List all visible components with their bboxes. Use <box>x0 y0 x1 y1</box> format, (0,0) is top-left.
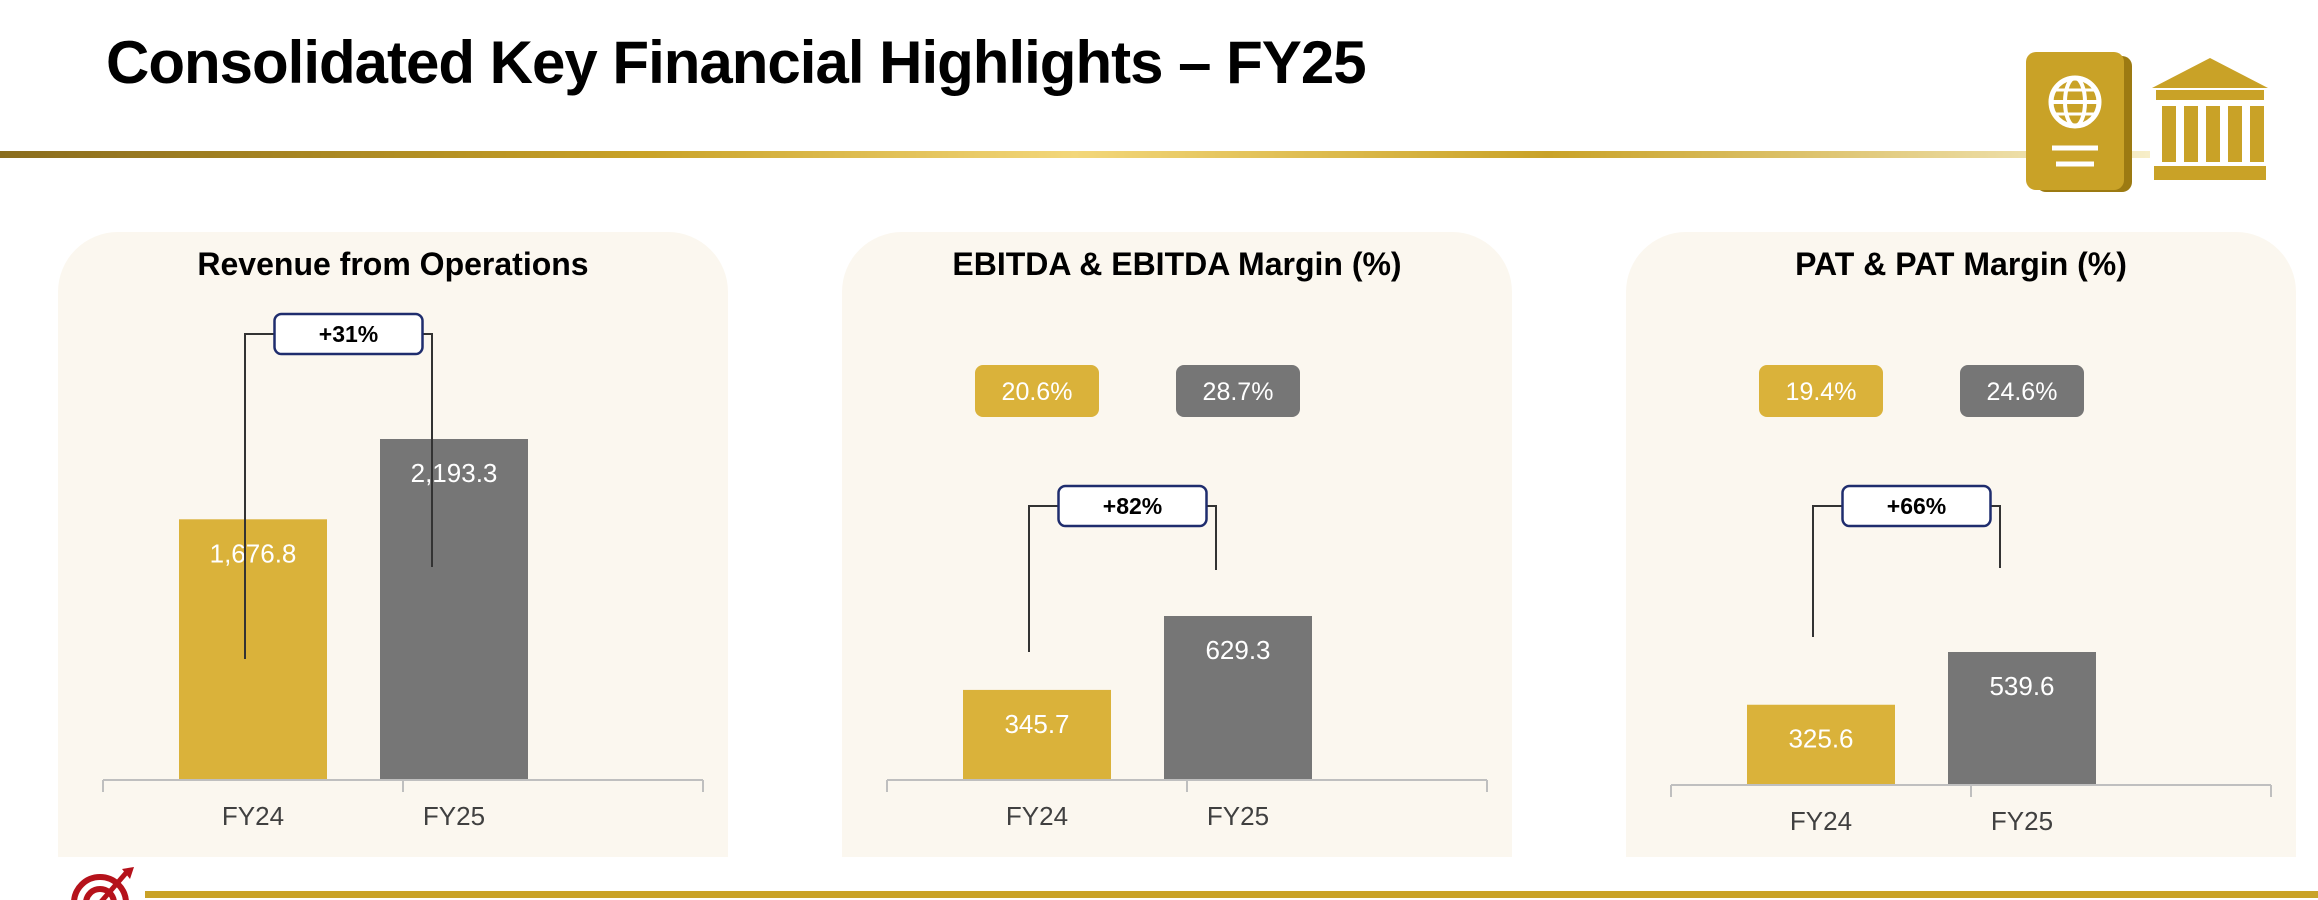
passport-icon <box>2026 52 2132 192</box>
page-title: Consolidated Key Financial Highlights – … <box>106 29 1367 96</box>
ebitda-chart: EBITDA & EBITDA Margin (%) 20.6% 28.7% 345.… <box>886 246 1488 831</box>
revenue-category-label-fy24: FY24 <box>222 801 284 831</box>
pat-chart: PAT & PAT Margin (%) 19.4% 24.6% 325.6 539.6… <box>1670 246 2272 836</box>
bank-building-icon <box>2152 58 2268 180</box>
pat-margin-pill-fy24: 19.4% <box>1759 365 1883 417</box>
svg-text:20.6%: 20.6% <box>1002 378 1073 406</box>
revenue-bar-fy24 <box>179 519 327 780</box>
pat-bar-fy24 <box>1747 704 1895 785</box>
ebitda-value-label-fy25: 629.3 <box>1205 635 1270 665</box>
ebitda-x-axis <box>886 779 1488 792</box>
revenue-value-label-fy24: 1,676.8 <box>210 538 297 568</box>
pat-bar-fy25 <box>1948 652 2096 785</box>
ebitda-bar-fy24 <box>963 689 1111 780</box>
revenue-chart: Revenue from Operations 1,676.8 2,193.3 FY2… <box>102 246 704 831</box>
header-divider <box>0 151 2150 158</box>
ebitda-bar-fy25 <box>1164 616 1312 780</box>
revenue-value-label-fy25: 2,193.3 <box>411 458 498 488</box>
ebitda-margin-pill-fy25: 28.7% <box>1176 365 1300 417</box>
pat-growth-label: +66% <box>1887 493 1946 519</box>
ebitda-value-label-fy24: 345.7 <box>1004 709 1069 739</box>
revenue-category-label-fy25: FY25 <box>423 801 485 831</box>
pat-growth-bracket: +66% <box>1812 484 2001 637</box>
revenue-growth-bracket: +31% <box>244 312 433 659</box>
pat-category-label-fy25: FY25 <box>1991 806 2053 836</box>
ebitda-margin-pill-fy24: 20.6% <box>975 365 1099 417</box>
ebitda-chart-title: EBITDA & EBITDA Margin (%) <box>952 246 1401 282</box>
svg-text:28.7%: 28.7% <box>1203 378 1274 406</box>
revenue-chart-title: Revenue from Operations <box>197 246 588 282</box>
svg-text:24.6%: 24.6% <box>1987 378 2058 406</box>
ebitda-growth-bracket: +82% <box>1028 484 1217 652</box>
footer-divider <box>145 891 2318 898</box>
ebitda-category-label-fy25: FY25 <box>1207 801 1269 831</box>
pat-x-axis <box>1670 784 2272 797</box>
pat-value-label-fy24: 325.6 <box>1788 724 1853 754</box>
pat-chart-title: PAT & PAT Margin (%) <box>1795 246 2127 282</box>
svg-text:19.4%: 19.4% <box>1786 378 1857 406</box>
ebitda-chart-panel: EBITDA & EBITDA Margin (%) 20.6% 28.7% 345.… <box>842 232 1512 857</box>
pat-chart-panel: PAT & PAT Margin (%) 19.4% 24.6% 325.6 539.6… <box>1626 232 2296 857</box>
pat-category-label-fy24: FY24 <box>1790 806 1852 836</box>
ebitda-category-label-fy24: FY24 <box>1006 801 1068 831</box>
pat-value-label-fy25: 539.6 <box>1989 671 2054 701</box>
revenue-bar-fy25 <box>380 439 528 780</box>
revenue-chart-panel: Revenue from Operations 1,676.8 2,193.3 FY2… <box>58 232 728 857</box>
revenue-growth-label: +31% <box>319 321 378 347</box>
revenue-x-axis <box>102 779 704 792</box>
ebitda-growth-label: +82% <box>1103 493 1162 519</box>
pat-margin-pill-fy25: 24.6% <box>1960 365 2084 417</box>
target-logo-icon <box>71 867 134 900</box>
